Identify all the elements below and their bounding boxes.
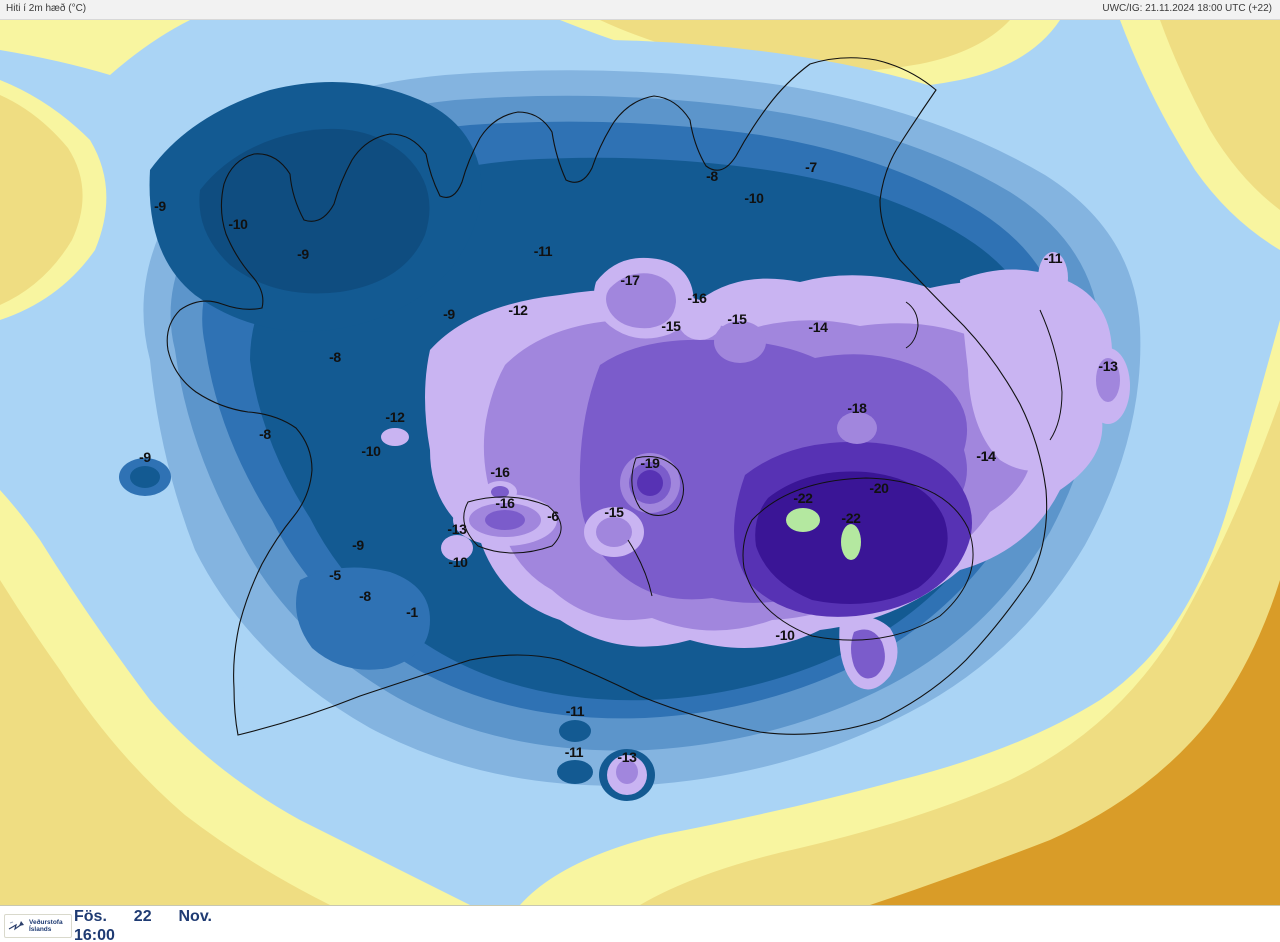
temp-label: -12 bbox=[385, 409, 405, 425]
temp-label: -9 bbox=[443, 306, 455, 322]
temp-label: -9 bbox=[154, 198, 166, 214]
temp-label: -15 bbox=[727, 311, 747, 327]
cell-minus18 bbox=[837, 412, 877, 444]
glacier-outline-langjokull bbox=[631, 456, 684, 516]
glacier-outline-vatnajokull bbox=[742, 477, 974, 641]
logo-line-2: Íslands bbox=[29, 926, 52, 933]
temp-label: -12 bbox=[508, 302, 528, 318]
finger-minus15-n bbox=[714, 321, 766, 363]
temp-label: -8 bbox=[259, 426, 271, 442]
temp-label: -19 bbox=[640, 455, 660, 471]
cell-minus15-core bbox=[596, 517, 632, 547]
temp-label: -11 bbox=[564, 744, 584, 760]
valid-month: Nov. bbox=[178, 908, 212, 925]
logo-line-1: Veðurstofa bbox=[29, 918, 63, 926]
band-2-4-ochre-nw bbox=[0, 95, 83, 305]
temp-label: -13 bbox=[617, 749, 637, 765]
map-canvas[interactable]: -9 -10 -9 -8 -9 -12 -11 -17 -16 -15 -15 -8 -7 -10 -14 -… bbox=[0, 20, 1280, 905]
cell-minus11-s bbox=[557, 760, 593, 784]
temp-label: -1 bbox=[406, 604, 418, 620]
temp-label: -22 bbox=[841, 510, 861, 526]
sw-blue-tongue bbox=[296, 567, 430, 670]
coastline bbox=[166, 57, 1048, 736]
valid-time-stamp: Fös. 22 Nov. 16:00 bbox=[74, 908, 212, 942]
temp-label: -10 bbox=[744, 190, 764, 206]
temp-label: -17 bbox=[620, 272, 640, 288]
finger-minus16-n bbox=[678, 300, 722, 340]
page-title: Hiti í 2m hæð (°C) bbox=[6, 3, 87, 14]
temp-label: -6 bbox=[547, 508, 559, 524]
band-below-minus24-spot-a bbox=[786, 508, 820, 532]
nw-peninsula-core bbox=[199, 128, 430, 294]
temp-label: -16 bbox=[490, 464, 510, 480]
temp-label: -15 bbox=[604, 504, 624, 520]
finger-minus17-core bbox=[606, 273, 676, 329]
temp-label: -18 bbox=[847, 400, 867, 416]
temp-label: -14 bbox=[976, 448, 996, 464]
temp-label: -11 bbox=[1043, 250, 1063, 266]
band-4-6-deep-ochre-s bbox=[870, 580, 1280, 905]
footer-bar: Veðurstofa Íslands Fös. 22 Nov. 16:00 -2… bbox=[0, 905, 1280, 942]
temp-label: -8 bbox=[329, 349, 341, 365]
lake-lagarfljot bbox=[1039, 309, 1063, 441]
cell-minus19-core bbox=[637, 470, 663, 496]
cell-minus9-w-core bbox=[130, 466, 160, 488]
temp-label: -10 bbox=[448, 554, 468, 570]
temperature-field-svg bbox=[0, 20, 1280, 905]
cell-minus11-e bbox=[1038, 252, 1068, 304]
temp-label: -13 bbox=[1098, 358, 1118, 374]
valid-date: 22 bbox=[133, 908, 152, 925]
cell-minus16b-core bbox=[491, 486, 509, 498]
lavender-ne-arm bbox=[960, 269, 1113, 471]
temp-label: -10 bbox=[228, 216, 248, 232]
header-bar: Hiti í 2m hæð (°C) UWC/IG: 21.11.2024 18… bbox=[0, 0, 1280, 20]
temp-label: -14 bbox=[808, 319, 828, 335]
temp-label: -9 bbox=[352, 537, 364, 553]
wind-arrow-icon bbox=[8, 921, 24, 931]
temp-label: -9 bbox=[297, 246, 309, 262]
temp-label: -9 bbox=[139, 449, 151, 465]
temp-label: -20 bbox=[869, 480, 889, 496]
temp-label: -5 bbox=[329, 567, 341, 583]
cell-minus16-core bbox=[485, 510, 525, 530]
temp-label: -15 bbox=[661, 318, 681, 334]
cell-minus13 bbox=[441, 535, 473, 561]
valid-day: Fös. bbox=[74, 908, 107, 925]
band-2-4-ochre-n bbox=[600, 20, 1010, 72]
temp-label: -14 bbox=[976, 448, 996, 464]
river-sketch-1 bbox=[627, 539, 653, 597]
band-0-2-yellow bbox=[0, 20, 190, 75]
temp-label: -10 bbox=[361, 443, 381, 459]
cell-minus13-e-core bbox=[1096, 358, 1120, 402]
band-2-4-ochre-s bbox=[640, 400, 1280, 905]
temp-label: -11 bbox=[565, 703, 585, 719]
cell-minus13-s-core bbox=[616, 760, 638, 784]
se-lavender-tongue-core bbox=[851, 629, 885, 679]
temp-label: -16 bbox=[495, 495, 515, 511]
temp-label: -13 bbox=[447, 521, 467, 537]
temp-label: -10 bbox=[775, 627, 795, 643]
temp-label: -7 bbox=[805, 159, 817, 175]
cell-minus12-w bbox=[381, 428, 409, 446]
vedurstofa-logo: Veðurstofa Íslands bbox=[4, 914, 72, 938]
glacier-outline-hofsjokull bbox=[463, 496, 562, 554]
cell-minus11-s2 bbox=[559, 720, 591, 742]
model-run-info: UWC/IG: 21.11.2024 18:00 UTC (+22) bbox=[1102, 3, 1272, 14]
valid-time: 16:00 bbox=[74, 927, 115, 942]
band-2-4-ochre-ne bbox=[1160, 20, 1280, 210]
temp-label: -8 bbox=[359, 588, 371, 604]
lake-thorisvatn bbox=[905, 301, 919, 349]
temp-label: -8 bbox=[706, 168, 718, 184]
band-2-4-ochre-sw bbox=[0, 580, 330, 905]
temp-label: -11 bbox=[533, 243, 553, 259]
temp-label: -16 bbox=[687, 290, 707, 306]
band-below-minus24-spot-b bbox=[841, 524, 861, 560]
temp-label: -22 bbox=[793, 490, 813, 506]
